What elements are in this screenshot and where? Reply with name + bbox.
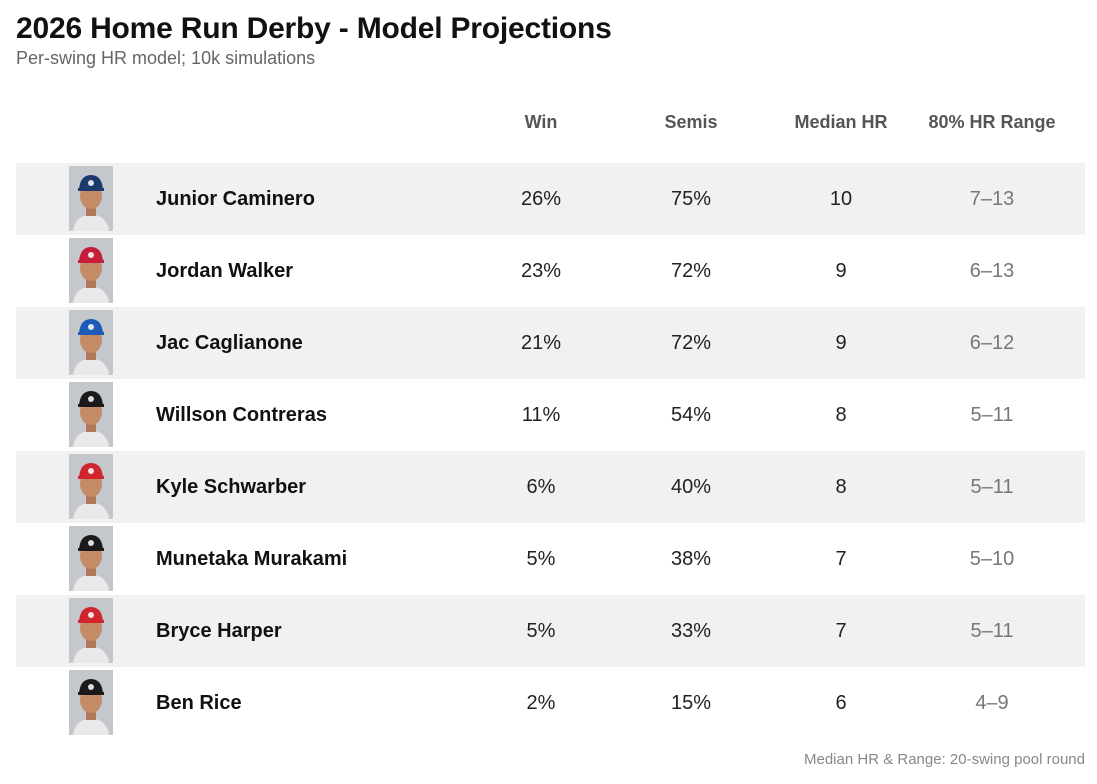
hr-range-cell: 6–12 bbox=[969, 332, 1015, 354]
semis-cell: 54% bbox=[670, 404, 712, 426]
win-cell: 26% bbox=[520, 188, 562, 210]
median-hr-cell: 8 bbox=[835, 404, 847, 426]
table-row: Junior Caminero 26% 75% 10 7–13 bbox=[16, 163, 1085, 235]
player-name: Bryce Harper bbox=[156, 620, 282, 642]
player-name: Jordan Walker bbox=[156, 260, 294, 282]
win-cell: 23% bbox=[520, 260, 562, 282]
column-header-median-hr: Median HR bbox=[794, 112, 888, 132]
median-hr-cell: 10 bbox=[829, 188, 853, 210]
semis-cell: 38% bbox=[670, 548, 712, 570]
hr-range-cell: 5–10 bbox=[969, 548, 1015, 570]
hr-range-cell: 4–9 bbox=[975, 692, 1009, 714]
table-header: Win Semis Median HR 80% HR Range bbox=[16, 112, 1085, 142]
table-row: Willson Contreras 11% 54% 8 5–11 bbox=[16, 379, 1085, 451]
median-hr-cell: 6 bbox=[835, 692, 847, 714]
median-hr-cell: 8 bbox=[835, 476, 847, 498]
player-headshot bbox=[69, 670, 113, 735]
column-header-hr-range: 80% HR Range bbox=[928, 112, 1056, 132]
column-header-semis: Semis bbox=[664, 112, 718, 132]
table-row: Bryce Harper 5% 33% 7 5–11 bbox=[16, 595, 1085, 667]
player-headshot bbox=[69, 310, 113, 375]
player-headshot bbox=[69, 598, 113, 663]
semis-cell: 33% bbox=[670, 620, 712, 642]
semis-cell: 72% bbox=[670, 260, 712, 282]
median-hr-cell: 7 bbox=[835, 548, 847, 570]
hr-range-cell: 5–11 bbox=[970, 404, 1014, 426]
hr-range-cell: 7–13 bbox=[969, 188, 1015, 210]
semis-cell: 40% bbox=[670, 476, 712, 498]
table-row: Kyle Schwarber 6% 40% 8 5–11 bbox=[16, 451, 1085, 523]
chart-title: 2026 Home Run Derby - Model Projections bbox=[16, 12, 612, 45]
player-name: Munetaka Murakami bbox=[156, 548, 348, 570]
win-cell: 2% bbox=[526, 692, 556, 714]
footnote: Median HR & Range: 20-swing pool round bbox=[804, 751, 1085, 768]
semis-cell: 72% bbox=[670, 332, 712, 354]
table-row: Munetaka Murakami 5% 38% 7 5–10 bbox=[16, 523, 1085, 595]
player-headshot bbox=[69, 526, 113, 591]
table-row: Jac Caglianone 21% 72% 9 6–12 bbox=[16, 307, 1085, 379]
semis-cell: 75% bbox=[670, 188, 712, 210]
median-hr-cell: 9 bbox=[835, 332, 847, 354]
win-cell: 5% bbox=[526, 620, 556, 642]
column-header-win: Win bbox=[524, 112, 558, 132]
win-cell: 11% bbox=[521, 404, 561, 426]
win-cell: 6% bbox=[526, 476, 556, 498]
win-cell: 21% bbox=[520, 332, 562, 354]
median-hr-cell: 7 bbox=[835, 620, 847, 642]
chart-subtitle: Per-swing HR model; 10k simulations bbox=[16, 48, 316, 68]
player-name: Willson Contreras bbox=[156, 404, 327, 426]
player-name: Kyle Schwarber bbox=[156, 476, 307, 498]
hr-range-cell: 6–13 bbox=[969, 260, 1015, 282]
projection-table: Junior Caminero 26% 75% 10 7–13 Jordan Walker… bbox=[16, 163, 1085, 739]
table-row: Ben Rice 2% 15% 6 4–9 bbox=[16, 667, 1085, 739]
player-headshot bbox=[69, 166, 113, 231]
semis-cell: 15% bbox=[670, 692, 712, 714]
player-name: Jac Caglianone bbox=[156, 332, 303, 354]
hr-range-cell: 5–11 bbox=[970, 620, 1014, 642]
hr-range-cell: 5–11 bbox=[970, 476, 1014, 498]
player-name: Ben Rice bbox=[156, 692, 242, 714]
win-cell: 5% bbox=[526, 548, 556, 570]
player-headshot bbox=[69, 238, 113, 303]
player-headshot bbox=[69, 454, 113, 519]
player-name: Junior Caminero bbox=[156, 188, 315, 210]
median-hr-cell: 9 bbox=[835, 260, 847, 282]
player-headshot bbox=[69, 382, 113, 447]
table-row: Jordan Walker 23% 72% 9 6–13 bbox=[16, 235, 1085, 307]
